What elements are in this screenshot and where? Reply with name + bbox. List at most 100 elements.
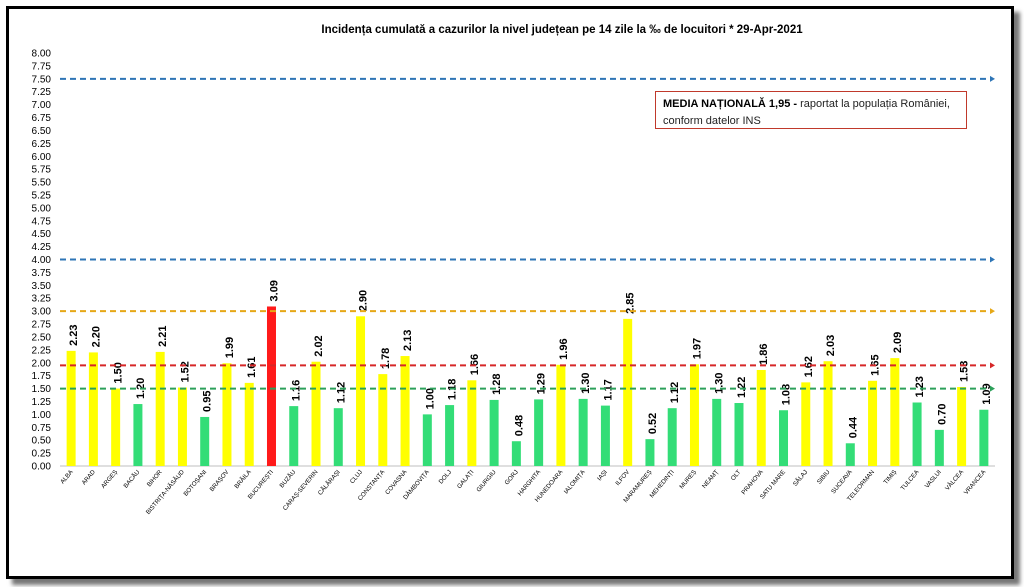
y-tick-label: 1.75 bbox=[32, 371, 52, 382]
reference-line-arrow bbox=[990, 362, 995, 369]
y-tick-label: 1.25 bbox=[32, 397, 52, 408]
reference-line-arrow bbox=[990, 308, 995, 315]
value-label: 3.09 bbox=[268, 280, 280, 301]
y-tick-label: 3.75 bbox=[32, 268, 52, 279]
y-tick-label: 2.75 bbox=[32, 320, 52, 331]
national-average-annotation: MEDIA NAȚIONALĂ 1,95 - raportat la popul… bbox=[655, 91, 967, 129]
value-label: 1.22 bbox=[736, 377, 748, 398]
bar bbox=[556, 364, 566, 466]
category-label: GORJ bbox=[503, 469, 519, 487]
value-label: 1.50 bbox=[113, 362, 125, 383]
value-label: 2.20 bbox=[90, 326, 102, 347]
value-label: 1.17 bbox=[602, 379, 614, 400]
value-label: 2.23 bbox=[68, 324, 80, 345]
category-label: SIBIU bbox=[816, 469, 832, 486]
bar bbox=[934, 429, 944, 466]
bar bbox=[578, 398, 588, 466]
category-label: BRAȘOV bbox=[209, 468, 232, 493]
y-tick-label: 4.00 bbox=[32, 255, 52, 266]
bar bbox=[756, 369, 766, 466]
category-label: MUREȘ bbox=[678, 469, 698, 491]
value-label: 2.13 bbox=[402, 330, 414, 351]
bar bbox=[111, 388, 121, 466]
value-label: 1.00 bbox=[424, 388, 436, 409]
y-tick-label: 0.75 bbox=[32, 423, 52, 434]
value-label: 1.08 bbox=[781, 384, 793, 405]
bar bbox=[378, 374, 388, 466]
category-label: TIMIȘ bbox=[882, 469, 898, 486]
value-label: 0.95 bbox=[202, 391, 214, 412]
bar bbox=[779, 410, 789, 466]
y-tick-label: 5.75 bbox=[32, 165, 52, 176]
y-tick-label: 4.50 bbox=[32, 229, 52, 240]
national-average-label: MEDIA NAȚIONALĂ 1,95 - bbox=[663, 98, 798, 110]
bar bbox=[600, 405, 610, 466]
reference-line-arrow bbox=[990, 385, 995, 392]
category-label: IALOMIȚA bbox=[563, 468, 587, 495]
bar bbox=[957, 387, 967, 466]
bar bbox=[712, 398, 722, 466]
chart-title: Incidența cumulată a cazurilor la nivel … bbox=[321, 24, 803, 36]
category-label: BUZĂU bbox=[278, 469, 297, 490]
y-tick-label: 0.25 bbox=[32, 449, 52, 460]
value-label: 1.12 bbox=[335, 382, 347, 403]
category-label: TULCEA bbox=[900, 468, 922, 492]
bar bbox=[489, 399, 499, 466]
y-tick-label: 2.00 bbox=[32, 358, 52, 369]
category-label: BISTRIȚA-NĂSĂUD bbox=[145, 468, 187, 516]
y-tick-label: 7.25 bbox=[32, 87, 52, 98]
value-label: 2.09 bbox=[892, 332, 904, 353]
value-label: 1.53 bbox=[959, 361, 971, 382]
value-label: 1.23 bbox=[914, 376, 926, 397]
y-tick-label: 6.25 bbox=[32, 139, 52, 150]
category-label: BRĂILA bbox=[233, 468, 253, 490]
y-tick-label: 1.50 bbox=[32, 384, 52, 395]
bar bbox=[667, 408, 677, 466]
value-label: 1.12 bbox=[669, 382, 681, 403]
value-label: 1.62 bbox=[803, 356, 815, 377]
bar bbox=[467, 380, 477, 466]
value-label: 2.03 bbox=[825, 335, 837, 356]
value-label: 1.96 bbox=[558, 338, 570, 359]
y-tick-label: 0.50 bbox=[32, 436, 52, 447]
bar bbox=[689, 364, 699, 466]
category-label: DOLJ bbox=[438, 469, 454, 486]
bar bbox=[66, 350, 76, 466]
category-label: ILFOV bbox=[614, 468, 631, 487]
bar bbox=[311, 361, 321, 466]
bar bbox=[445, 405, 455, 466]
category-label: GALAȚI bbox=[456, 469, 476, 491]
value-label: 0.44 bbox=[847, 416, 859, 438]
bar bbox=[356, 316, 366, 466]
bar bbox=[222, 363, 232, 466]
reference-line-arrow bbox=[990, 256, 995, 263]
bar bbox=[801, 382, 811, 466]
category-label: ARAD bbox=[81, 468, 98, 486]
category-label: BIHOR bbox=[146, 468, 164, 488]
y-tick-label: 6.00 bbox=[32, 152, 52, 163]
bar bbox=[266, 306, 276, 466]
bar bbox=[400, 356, 410, 466]
y-tick-label: 7.75 bbox=[32, 61, 52, 72]
y-tick-label: 1.00 bbox=[32, 410, 52, 421]
y-tick-label: 5.25 bbox=[32, 190, 52, 201]
bar bbox=[422, 414, 432, 466]
category-label: VÂLCEA bbox=[944, 468, 966, 492]
y-tick-label: 3.00 bbox=[32, 307, 52, 318]
y-tick-label: 6.75 bbox=[32, 113, 52, 124]
category-label: CLUJ bbox=[349, 469, 364, 485]
category-label: VRANCEA bbox=[963, 468, 988, 496]
value-label: 1.52 bbox=[179, 361, 191, 382]
bar bbox=[734, 403, 744, 466]
bar bbox=[845, 443, 855, 466]
y-tick-label: 8.00 bbox=[32, 49, 52, 60]
bar bbox=[534, 399, 544, 466]
reference-line-arrow bbox=[990, 75, 995, 82]
y-tick-label: 5.50 bbox=[32, 178, 52, 189]
bar bbox=[133, 404, 143, 466]
y-tick-label: 3.25 bbox=[32, 294, 52, 305]
category-label: VASLUI bbox=[924, 469, 943, 490]
bar bbox=[868, 380, 878, 466]
value-label: 2.02 bbox=[313, 335, 325, 356]
